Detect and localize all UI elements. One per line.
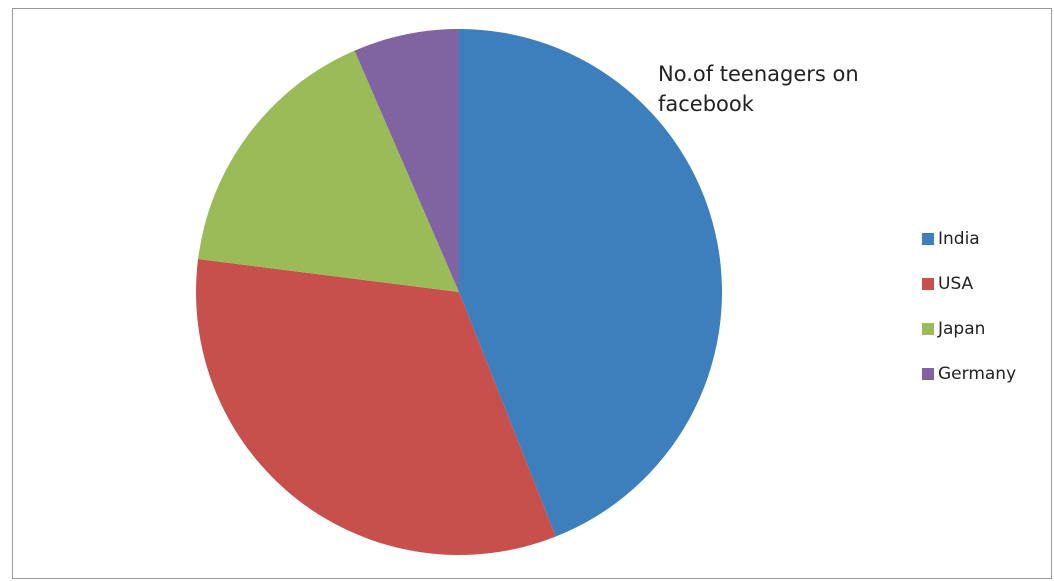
legend-swatch-japan xyxy=(922,322,934,335)
pie-slice-japan xyxy=(198,50,459,292)
pie-slice-usa xyxy=(195,259,556,556)
legend-swatch-india xyxy=(922,232,934,245)
legend-item-usa: USA xyxy=(922,261,1047,306)
legend-item-germany: Germany xyxy=(922,351,1047,396)
legend-swatch-usa xyxy=(922,277,934,290)
legend-item-india: India xyxy=(922,216,1047,261)
legend: India USA Japan Germany xyxy=(922,216,1047,396)
legend-label-india: India xyxy=(938,228,980,249)
pie-slice-germany xyxy=(354,29,459,292)
legend-label-japan: Japan xyxy=(938,318,986,339)
legend-label-usa: USA xyxy=(938,273,974,294)
legend-item-japan: Japan xyxy=(922,306,1047,351)
chart-title: No.of teenagers on facebook xyxy=(658,62,859,116)
legend-label-germany: Germany xyxy=(938,363,1017,384)
legend-swatch-germany xyxy=(922,367,934,380)
pie-slice-india xyxy=(459,29,723,537)
